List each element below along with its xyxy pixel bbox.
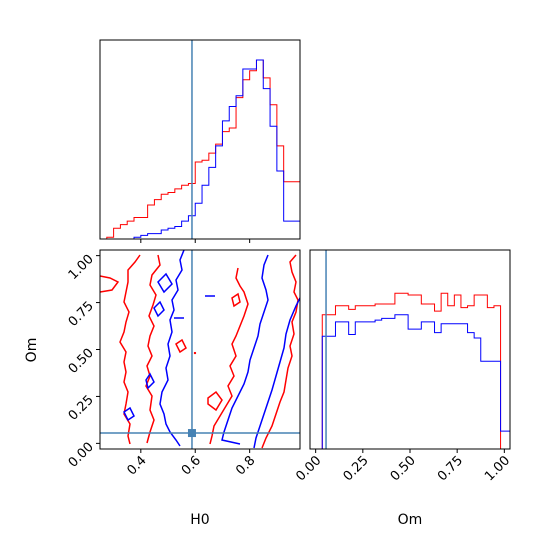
y-axis-label-om: Om [24,338,40,363]
om-y-tick-label: 0.00 [66,440,97,471]
om-panel-frame [309,249,511,450]
blue-contour-blob-2 [153,300,165,318]
om-y-tick-label: 0.75 [66,299,97,330]
om-x-tick-label: 0.00 [293,453,324,484]
axes-layer: 0.4 0.6 0.8 0.00 0.00 0.25 0.25 0.50 0.50 0.75 0.7… [24,39,513,528]
red-contour-leftmost [100,275,120,293]
red-contour-blob-1 [207,390,223,412]
x-axis-label-om: Om [398,512,423,528]
blue-contour-blob-4 [123,406,135,422]
om-x-tick-label: 1.00 [482,453,513,484]
h0-histogram-panel [100,40,300,239]
om-hist-red-series [310,292,510,449]
om-x-tick-label: 0.75 [435,453,466,484]
h0-tick-label: 0.8 [233,453,258,478]
blue-contour-blob-1 [157,272,173,294]
red-contour-right-inner [209,267,249,445]
red-contour-left [145,254,161,444]
om-x-tick-label: 0.50 [388,453,419,484]
red-contour-blob-2 [231,292,241,308]
blue-contour-right [253,297,300,449]
om-y-tick-label: 0.50 [66,346,97,377]
om-hist-blue-series [310,314,510,449]
om-y-tick-label: 0.25 [66,393,97,424]
h0-om-contour-panel [100,250,300,449]
om-x-tick-label: 0.25 [341,453,372,484]
h0-hist-red-series [100,59,300,239]
h0-panel-frame [99,39,301,240]
om-histogram-panel [310,250,510,449]
h0-tick-label: 0.6 [179,453,204,478]
red-contour-blob-3 [175,338,187,354]
blue-contour-blob-3 [145,372,155,390]
h0-tick-label: 0.4 [124,453,149,478]
red-contour-far-left [119,254,141,445]
blue-contour-middle [221,254,269,445]
blue-contour-left [159,250,185,447]
red-contour-right-outer [261,254,299,449]
truth-marker [187,429,196,438]
h0-hist-blue-series [100,59,300,239]
om-y-tick-label: 1.00 [66,252,97,283]
x-axis-label-h0: H0 [190,512,209,528]
red-contour-dot [193,351,197,355]
